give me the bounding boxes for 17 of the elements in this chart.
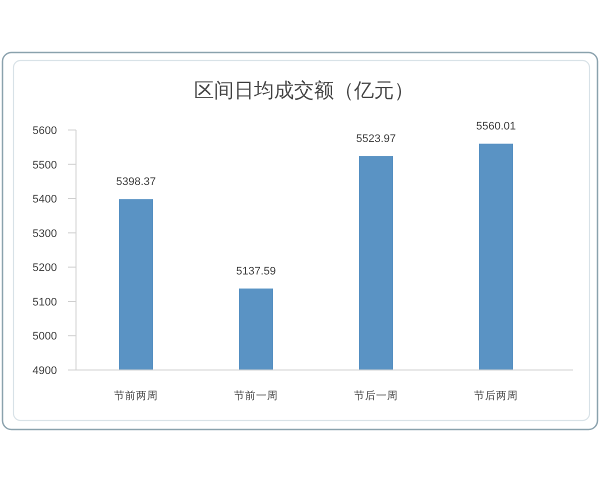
data-label: 5523.97 — [356, 133, 396, 146]
y-tick-label: 5200 — [32, 262, 57, 274]
y-tick-label: 5500 — [32, 159, 57, 172]
y-tick-label: 4900 — [32, 365, 57, 377]
x-tick-label: 节后一周 — [354, 389, 398, 402]
y-tick-label: 5600 — [32, 125, 57, 137]
data-label: 5560.01 — [476, 120, 516, 133]
x-tick-label: 节前一周 — [234, 389, 278, 402]
chart-title: 区间日均成交额（亿元） — [194, 80, 414, 102]
data-label: 5398.37 — [116, 176, 156, 188]
x-tick-label: 节后两周 — [474, 389, 518, 402]
data-label: 5137.59 — [236, 266, 276, 278]
y-tick-label: 5000 — [32, 330, 57, 343]
y-tick-label: 5100 — [32, 296, 57, 308]
x-tick-label: 节前两周 — [114, 389, 158, 402]
y-tick-label: 5300 — [32, 228, 57, 240]
y-tick-label: 5400 — [32, 194, 57, 206]
